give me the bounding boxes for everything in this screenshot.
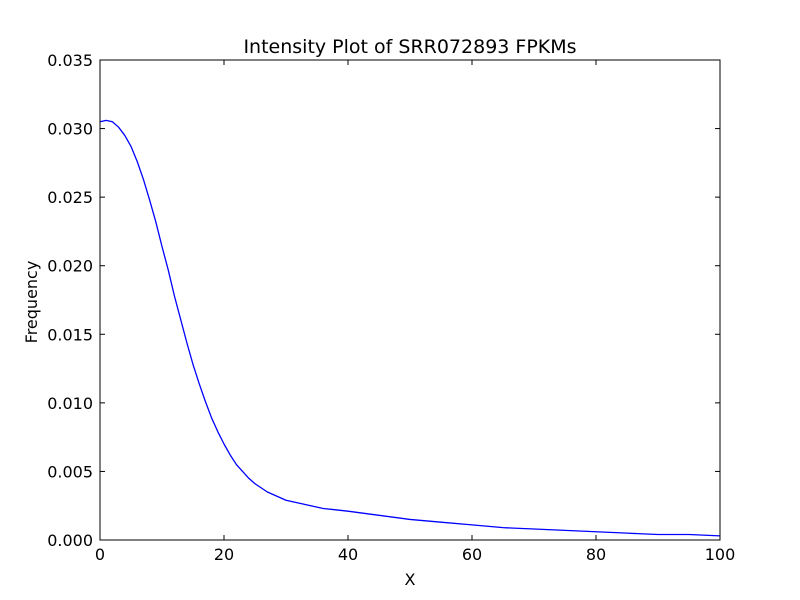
series-line — [99, 119, 721, 537]
x-tick-label: 20 — [214, 545, 234, 564]
y-tick-label: 0.000 — [47, 531, 93, 550]
y-axis-label: Frequency — [22, 261, 41, 344]
plot-area: 0 20 40 60 80 100 0.000 0.005 0.010 0.015 0.020 0.0… — [47, 51, 735, 564]
x-axis-label: X — [405, 570, 416, 589]
y-tick-label: 0.025 — [47, 188, 93, 207]
x-tick-label: 80 — [586, 545, 606, 564]
x-tick-label: 0 — [95, 545, 105, 564]
y-tick-label: 0.015 — [47, 325, 93, 344]
y-tick-label: 0.010 — [47, 394, 93, 413]
x-tick-label: 100 — [705, 545, 736, 564]
plot-frame — [99, 59, 721, 541]
y-tick-label: 0.020 — [47, 257, 93, 276]
x-tick-label: 60 — [462, 545, 482, 564]
x-tick-label: 40 — [338, 545, 358, 564]
y-tick-label: 0.005 — [47, 462, 93, 481]
chart-title: Intensity Plot of SRR072893 FPKMs — [243, 36, 576, 58]
y-tick-label: 0.035 — [47, 51, 93, 70]
y-tick-label: 0.030 — [47, 120, 93, 139]
